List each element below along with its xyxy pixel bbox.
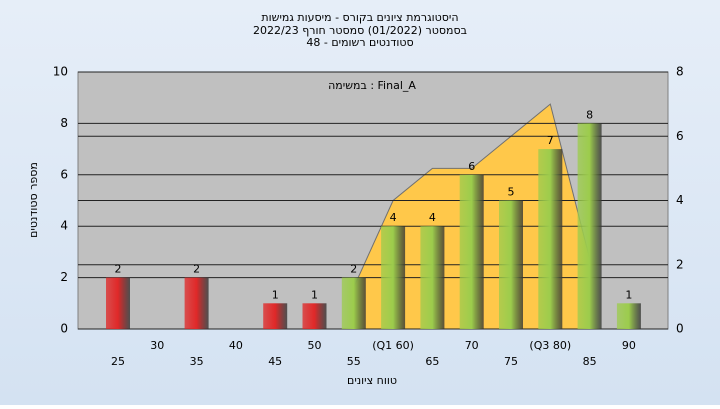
x-tick-label: (Q1 60)	[372, 339, 414, 352]
data-label: 4	[429, 211, 436, 224]
x-tick-label: 65	[425, 355, 439, 368]
chart-title: היסטוגרמת ציונים בקורס - מיסעות גמישות	[261, 11, 458, 24]
y2-tick-label: 0	[676, 322, 684, 336]
y-tick-label: 6	[60, 167, 68, 181]
data-label: 8	[586, 108, 593, 121]
y2-tick-label: 2	[676, 257, 684, 271]
data-label: 2	[193, 263, 200, 276]
x-tick-label: (Q3 80)	[529, 339, 571, 352]
x-tick-label: 55	[347, 355, 361, 368]
data-label: 1	[625, 288, 632, 301]
bar	[538, 149, 563, 329]
x-tick-label: 45	[268, 355, 282, 368]
data-label: 2	[115, 263, 122, 276]
bar	[499, 200, 523, 329]
y2-tick-label: 4	[676, 193, 684, 207]
x-axis-label: טווח ציונים	[347, 374, 397, 387]
bar	[381, 226, 406, 329]
x-tick-label: 30	[150, 339, 164, 352]
data-label: 6	[468, 160, 475, 173]
data-label: 1	[272, 288, 279, 301]
x-tick-label: 85	[583, 355, 597, 368]
bar	[302, 303, 327, 329]
x-tick-label: 50	[308, 339, 322, 352]
data-label: 7	[547, 134, 554, 147]
y-tick-label: 4	[60, 219, 68, 233]
y-tick-label: 8	[60, 116, 68, 130]
y2-tick-label: 8	[676, 65, 684, 79]
data-label: 4	[390, 211, 397, 224]
annotation: במשימה : Final_A	[328, 79, 416, 92]
bar	[616, 303, 641, 329]
bar	[420, 226, 445, 329]
bar	[263, 303, 288, 329]
bar	[184, 277, 209, 329]
bar	[459, 174, 484, 329]
x-tick-label: 75	[504, 355, 518, 368]
bar	[106, 277, 130, 329]
bar	[341, 277, 366, 329]
x-tick-label: 25	[111, 355, 125, 368]
y2-tick-label: 6	[676, 129, 684, 143]
x-tick-label: 90	[622, 339, 636, 352]
y-tick-label: 2	[60, 270, 68, 284]
x-tick-label: 40	[229, 339, 243, 352]
bar	[577, 123, 602, 330]
x-tick-label: 35	[190, 355, 204, 368]
y-axis-label: מספר סטודנטים	[27, 162, 40, 238]
data-label: 5	[508, 186, 515, 199]
chart-subtitle: בסמסטר (01/2022) סמסטר חורף 2022/23	[253, 24, 467, 37]
x-tick-label: 70	[465, 339, 479, 352]
chart-subtitle: סטודנטים רשומים - 48	[306, 36, 413, 49]
y-tick-label: 0	[60, 322, 68, 336]
y-tick-label: 10	[53, 65, 68, 79]
data-label: 2	[350, 263, 357, 276]
data-label: 1	[311, 288, 318, 301]
